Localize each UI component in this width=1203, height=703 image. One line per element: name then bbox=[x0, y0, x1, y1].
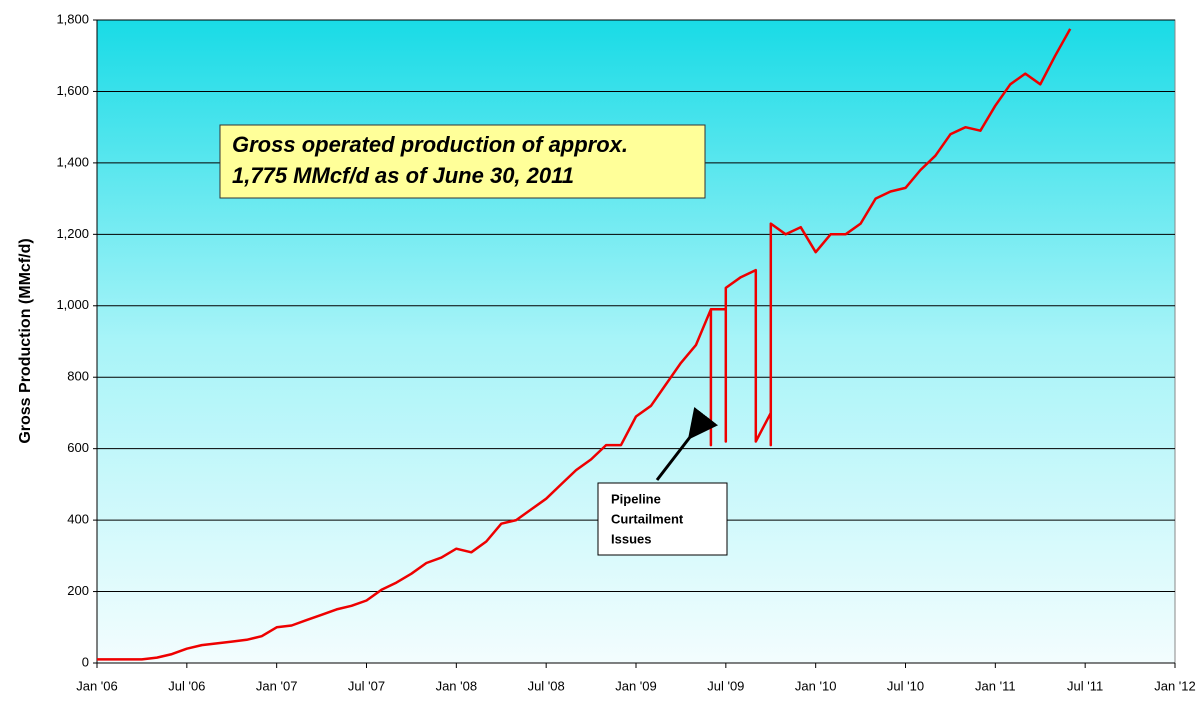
x-tick-label: Jan '12 bbox=[1154, 678, 1196, 693]
callout-line: Pipeline bbox=[611, 491, 661, 506]
note-box bbox=[219, 124, 706, 199]
y-tick-label: 200 bbox=[67, 583, 89, 598]
plot-area bbox=[96, 19, 1176, 664]
y-tick-label: 400 bbox=[67, 512, 89, 527]
y-tick-label: 600 bbox=[67, 440, 89, 455]
y-tick-label: 1,800 bbox=[56, 11, 89, 26]
y-tick-label: 1,600 bbox=[56, 83, 89, 98]
x-tick-label: Jul '11 bbox=[1067, 678, 1103, 693]
callout-box bbox=[597, 482, 728, 556]
x-tick-label: Jul '10 bbox=[887, 678, 924, 693]
x-tick-label: Jan '08 bbox=[436, 678, 478, 693]
x-tick-label: Jan '11 bbox=[975, 678, 1016, 693]
y-axis-label: Gross Production (MMcf/d) bbox=[17, 238, 34, 443]
callout-line: Issues bbox=[611, 531, 651, 546]
y-tick-label: 0 bbox=[82, 654, 89, 669]
y-tick-label: 800 bbox=[67, 369, 89, 384]
callout-line: Curtailment bbox=[611, 511, 684, 526]
x-tick-label: Jul '07 bbox=[348, 678, 385, 693]
arrow bbox=[655, 406, 719, 481]
x-tick-label: Jan '07 bbox=[256, 678, 298, 693]
note-line: Gross operated production of approx. bbox=[232, 132, 628, 157]
x-tick-label: Jan '10 bbox=[795, 678, 837, 693]
x-tick-label: Jan '09 bbox=[615, 678, 657, 693]
y-tick-label: 1,400 bbox=[56, 154, 89, 169]
y-tick-label: 1,000 bbox=[56, 297, 89, 312]
x-tick-label: Jul '08 bbox=[528, 678, 565, 693]
x-tick-label: Jul '06 bbox=[168, 678, 205, 693]
x-tick-label: Jul '09 bbox=[707, 678, 744, 693]
x-tick-label: Jan '06 bbox=[76, 678, 118, 693]
note-line: 1,775 MMcf/d as of June 30, 2011 bbox=[232, 163, 574, 188]
series-line bbox=[97, 28, 1072, 661]
y-tick-label: 1,200 bbox=[56, 226, 89, 241]
